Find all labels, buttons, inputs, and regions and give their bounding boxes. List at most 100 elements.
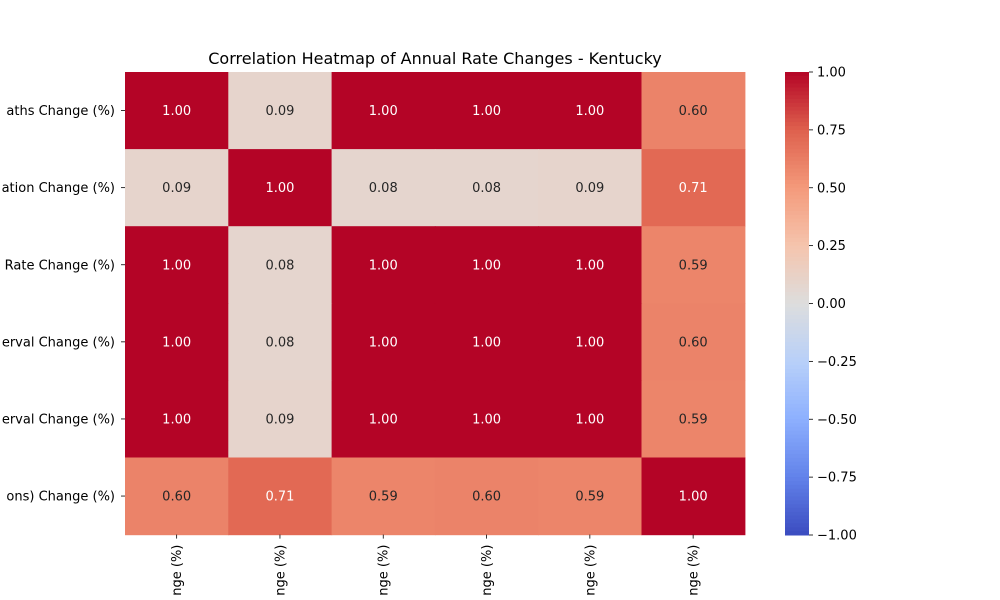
cell-value-label: 0.09 xyxy=(162,181,191,196)
heatmap-cell xyxy=(228,226,333,304)
colorbar-segment xyxy=(785,523,809,528)
colorbar-segment xyxy=(785,376,809,382)
colorbar-segment xyxy=(785,99,809,104)
heatmap-cell xyxy=(228,72,333,150)
colorbar-segment xyxy=(785,284,809,289)
colorbar-segment xyxy=(785,392,809,397)
cell-value-label: 1.00 xyxy=(575,335,604,350)
heatmap-cell xyxy=(331,149,436,227)
colorbar-segment xyxy=(785,218,809,223)
colorbar-segment xyxy=(785,249,809,254)
colorbar-segment xyxy=(785,172,809,177)
colorbar-segment xyxy=(785,469,809,474)
colorbar-segment xyxy=(785,330,809,335)
colorbar-segment xyxy=(785,291,809,297)
colorbar-segment xyxy=(785,141,809,146)
colorbar-segment xyxy=(785,315,809,320)
colorbar-segment xyxy=(785,515,809,521)
colorbar-segment xyxy=(785,137,809,142)
cell-value-label: 0.60 xyxy=(679,104,708,119)
cell-value-label: 0.09 xyxy=(265,412,294,427)
colorbar-segment xyxy=(785,79,809,85)
colorbar-segment xyxy=(785,118,809,123)
cell-value-label: 0.60 xyxy=(679,335,708,350)
colorbar-segment xyxy=(785,322,809,328)
colorbar-segment xyxy=(785,407,809,413)
colorbar-segment xyxy=(785,426,809,432)
heatmap-cell xyxy=(434,226,539,304)
colorbar-segment xyxy=(785,75,809,81)
colorbar-segment xyxy=(785,511,809,517)
colorbar-tick-label: −1.00 xyxy=(817,529,857,544)
colorbar-segment xyxy=(785,102,809,108)
colorbar-tick-label: 0.00 xyxy=(817,297,846,312)
heatmap-cell xyxy=(331,226,436,304)
heatmap-cell xyxy=(538,72,643,150)
colorbar-tick-label: 1.00 xyxy=(817,66,846,81)
colorbar-segment xyxy=(785,415,809,420)
colorbar-segment xyxy=(785,195,809,200)
heatmap-cell xyxy=(538,226,643,304)
column-tick-label: nge (%) xyxy=(687,545,702,596)
colorbar-segment xyxy=(785,326,809,332)
cell-value-label: 1.00 xyxy=(575,258,604,273)
heatmap-cell xyxy=(434,380,539,459)
colorbar-tick-label: −0.75 xyxy=(817,471,857,486)
cell-value-label: 0.59 xyxy=(575,490,604,505)
colorbar-segment xyxy=(785,519,809,524)
colorbar-segment xyxy=(785,253,809,258)
colorbar-segment xyxy=(785,226,809,231)
colorbar-segment xyxy=(785,87,809,92)
cell-value-label: 0.71 xyxy=(679,181,708,196)
colorbar-segment xyxy=(785,349,809,355)
column-tick-label: nge (%) xyxy=(480,545,495,596)
colorbar-segment xyxy=(785,307,809,312)
heatmap-cell xyxy=(228,457,333,536)
cell-value-label: 1.00 xyxy=(472,258,501,273)
cell-value-label: 0.60 xyxy=(472,490,501,505)
cell-value-label: 1.00 xyxy=(162,412,191,427)
heatmap-cell xyxy=(331,72,436,150)
cell-value-label: 0.09 xyxy=(265,104,294,119)
heatmap-cell xyxy=(538,149,643,227)
colorbar-segment xyxy=(785,353,809,359)
heatmap-cell xyxy=(228,380,333,459)
colorbar-segment xyxy=(785,83,809,88)
cell-value-label: 1.00 xyxy=(472,412,501,427)
cell-value-label: 1.00 xyxy=(679,490,708,505)
colorbar-segment xyxy=(785,423,809,428)
colorbar-segment xyxy=(785,446,809,451)
colorbar-segment xyxy=(785,453,809,459)
heatmap-cell xyxy=(538,303,643,381)
colorbar-segment xyxy=(785,450,809,455)
colorbar-segment xyxy=(785,507,809,513)
column-tick-label: nge (%) xyxy=(583,545,598,596)
colorbar-segment xyxy=(785,438,809,443)
colorbar-segment xyxy=(785,318,809,324)
heatmap-cell xyxy=(125,380,229,459)
colorbar-segment xyxy=(785,153,809,158)
cell-value-label: 1.00 xyxy=(369,104,398,119)
colorbar-segment xyxy=(785,473,809,478)
row-tick-label: erval Change (%) xyxy=(2,412,115,427)
colorbar-segment xyxy=(785,311,809,316)
colorbar-segment xyxy=(785,342,809,347)
colorbar-segment xyxy=(785,129,809,135)
heatmap-cell xyxy=(434,72,539,150)
colorbar-segment xyxy=(785,214,809,220)
heatmap-cell xyxy=(641,457,746,536)
colorbar-segment xyxy=(785,199,809,204)
colorbar-segment xyxy=(785,272,809,277)
colorbar-segment xyxy=(785,504,809,509)
colorbar-segment xyxy=(785,168,809,173)
colorbar-segment xyxy=(785,295,809,301)
heatmap-cell xyxy=(641,303,746,381)
colorbar-segment xyxy=(785,280,809,285)
colorbar-tick-label: −0.25 xyxy=(817,355,857,370)
colorbar-segment xyxy=(785,500,809,505)
row-tick-labels: aths Change (%) ation Change (%) Rate Chan… xyxy=(2,104,125,505)
heatmap-cell xyxy=(331,303,436,381)
heatmap-cell xyxy=(331,457,436,536)
colorbar-tick-label: 0.50 xyxy=(817,181,846,196)
colorbar-segment xyxy=(785,496,809,501)
